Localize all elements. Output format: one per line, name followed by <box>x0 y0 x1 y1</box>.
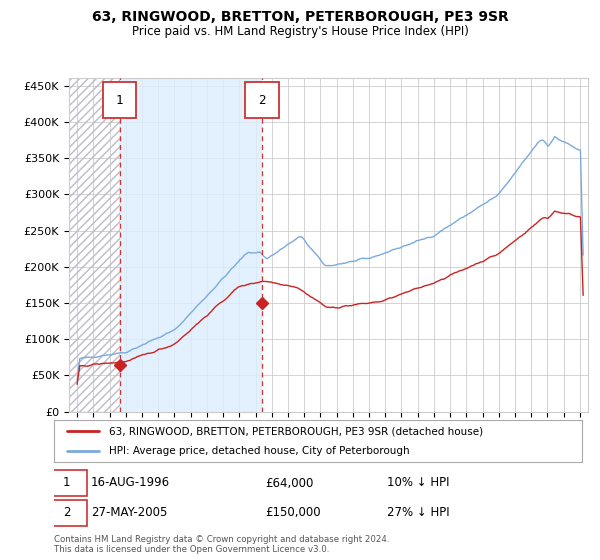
Text: £150,000: £150,000 <box>265 506 321 519</box>
Text: 63, RINGWOOD, BRETTON, PETERBOROUGH, PE3 9SR (detached house): 63, RINGWOOD, BRETTON, PETERBOROUGH, PE3… <box>109 426 484 436</box>
Text: 63, RINGWOOD, BRETTON, PETERBOROUGH, PE3 9SR: 63, RINGWOOD, BRETTON, PETERBOROUGH, PE3… <box>92 10 508 24</box>
Text: 16-AUG-1996: 16-AUG-1996 <box>91 477 170 489</box>
Text: 2: 2 <box>258 94 266 106</box>
Text: 1: 1 <box>116 94 124 106</box>
Text: Contains HM Land Registry data © Crown copyright and database right 2024.
This d: Contains HM Land Registry data © Crown c… <box>54 535 389 554</box>
Bar <box>119 78 262 412</box>
FancyBboxPatch shape <box>245 82 279 118</box>
FancyBboxPatch shape <box>103 82 136 118</box>
FancyBboxPatch shape <box>46 470 87 496</box>
Bar <box>69 78 119 412</box>
Text: 2: 2 <box>63 506 70 519</box>
Text: 10% ↓ HPI: 10% ↓ HPI <box>386 477 449 489</box>
Text: HPI: Average price, detached house, City of Peterborough: HPI: Average price, detached house, City… <box>109 446 410 456</box>
Text: 27% ↓ HPI: 27% ↓ HPI <box>386 506 449 519</box>
FancyBboxPatch shape <box>46 500 87 526</box>
Text: 1: 1 <box>63 477 70 489</box>
Text: Price paid vs. HM Land Registry's House Price Index (HPI): Price paid vs. HM Land Registry's House … <box>131 25 469 38</box>
Text: £64,000: £64,000 <box>265 477 314 489</box>
Text: 27-MAY-2005: 27-MAY-2005 <box>91 506 167 519</box>
